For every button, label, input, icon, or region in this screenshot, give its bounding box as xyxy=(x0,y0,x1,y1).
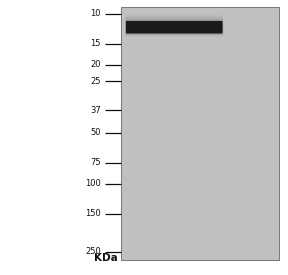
Text: 15: 15 xyxy=(90,39,101,48)
Text: 100: 100 xyxy=(85,179,101,188)
Text: 50: 50 xyxy=(90,128,101,137)
Text: 75: 75 xyxy=(90,158,101,167)
FancyBboxPatch shape xyxy=(125,16,223,36)
Text: 150: 150 xyxy=(85,209,101,218)
Text: KDa: KDa xyxy=(94,253,118,263)
Text: 250: 250 xyxy=(85,247,101,256)
Text: 20: 20 xyxy=(90,60,101,70)
FancyBboxPatch shape xyxy=(125,18,223,35)
Text: 37: 37 xyxy=(90,106,101,115)
Text: 25: 25 xyxy=(90,77,101,86)
FancyBboxPatch shape xyxy=(126,21,223,34)
Text: 10: 10 xyxy=(90,9,101,18)
